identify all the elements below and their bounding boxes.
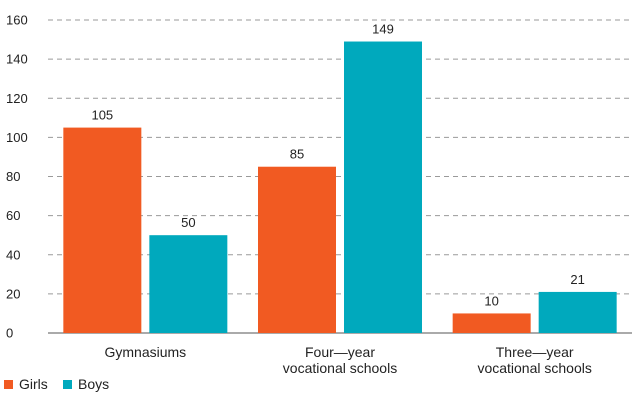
y-tick-label: 20 [6, 286, 20, 301]
legend-label-boys: Boys [78, 376, 109, 392]
data-label: 149 [372, 22, 394, 37]
data-label: 50 [181, 215, 195, 230]
data-label: 10 [484, 293, 498, 308]
y-tick-label: 100 [6, 130, 28, 145]
y-tick-label: 0 [6, 326, 13, 341]
legend-label-girls: Girls [19, 376, 48, 392]
y-tick-label: 120 [6, 91, 28, 106]
x-tick-label: Gymnasiums [104, 344, 186, 360]
gridlines [48, 19, 632, 295]
data-label: 21 [570, 272, 584, 287]
y-tick-label: 160 [6, 13, 28, 28]
y-tick-label: 40 [6, 247, 20, 262]
bar-boys-0 [149, 235, 228, 333]
legend-swatch-girls [4, 380, 13, 389]
bars [63, 41, 617, 334]
y-tick-label: 60 [6, 208, 20, 223]
bar-boys-1 [344, 41, 422, 334]
x-tick-label: vocational schools [283, 360, 397, 376]
legend: Girls Boys [4, 376, 109, 392]
bar-girls-2 [452, 313, 531, 333]
legend-swatch-boys [63, 380, 72, 389]
y-axis: 0 20 40 60 80 100 120 140 160 [6, 13, 632, 341]
y-tick-label: 80 [6, 169, 20, 184]
x-tick-label: vocational schools [477, 360, 591, 376]
x-tick-label: Three—year [496, 344, 574, 360]
x-tick-label: Four—year [305, 344, 375, 360]
data-label: 85 [290, 147, 304, 162]
y-tick-label: 140 [6, 52, 28, 67]
bar-girls-1 [258, 166, 336, 333]
bar-girls-0 [63, 127, 142, 333]
data-labels: 105 50 85 149 10 21 [91, 22, 584, 309]
bar-boys-2 [538, 291, 617, 333]
data-label: 105 [91, 108, 113, 123]
